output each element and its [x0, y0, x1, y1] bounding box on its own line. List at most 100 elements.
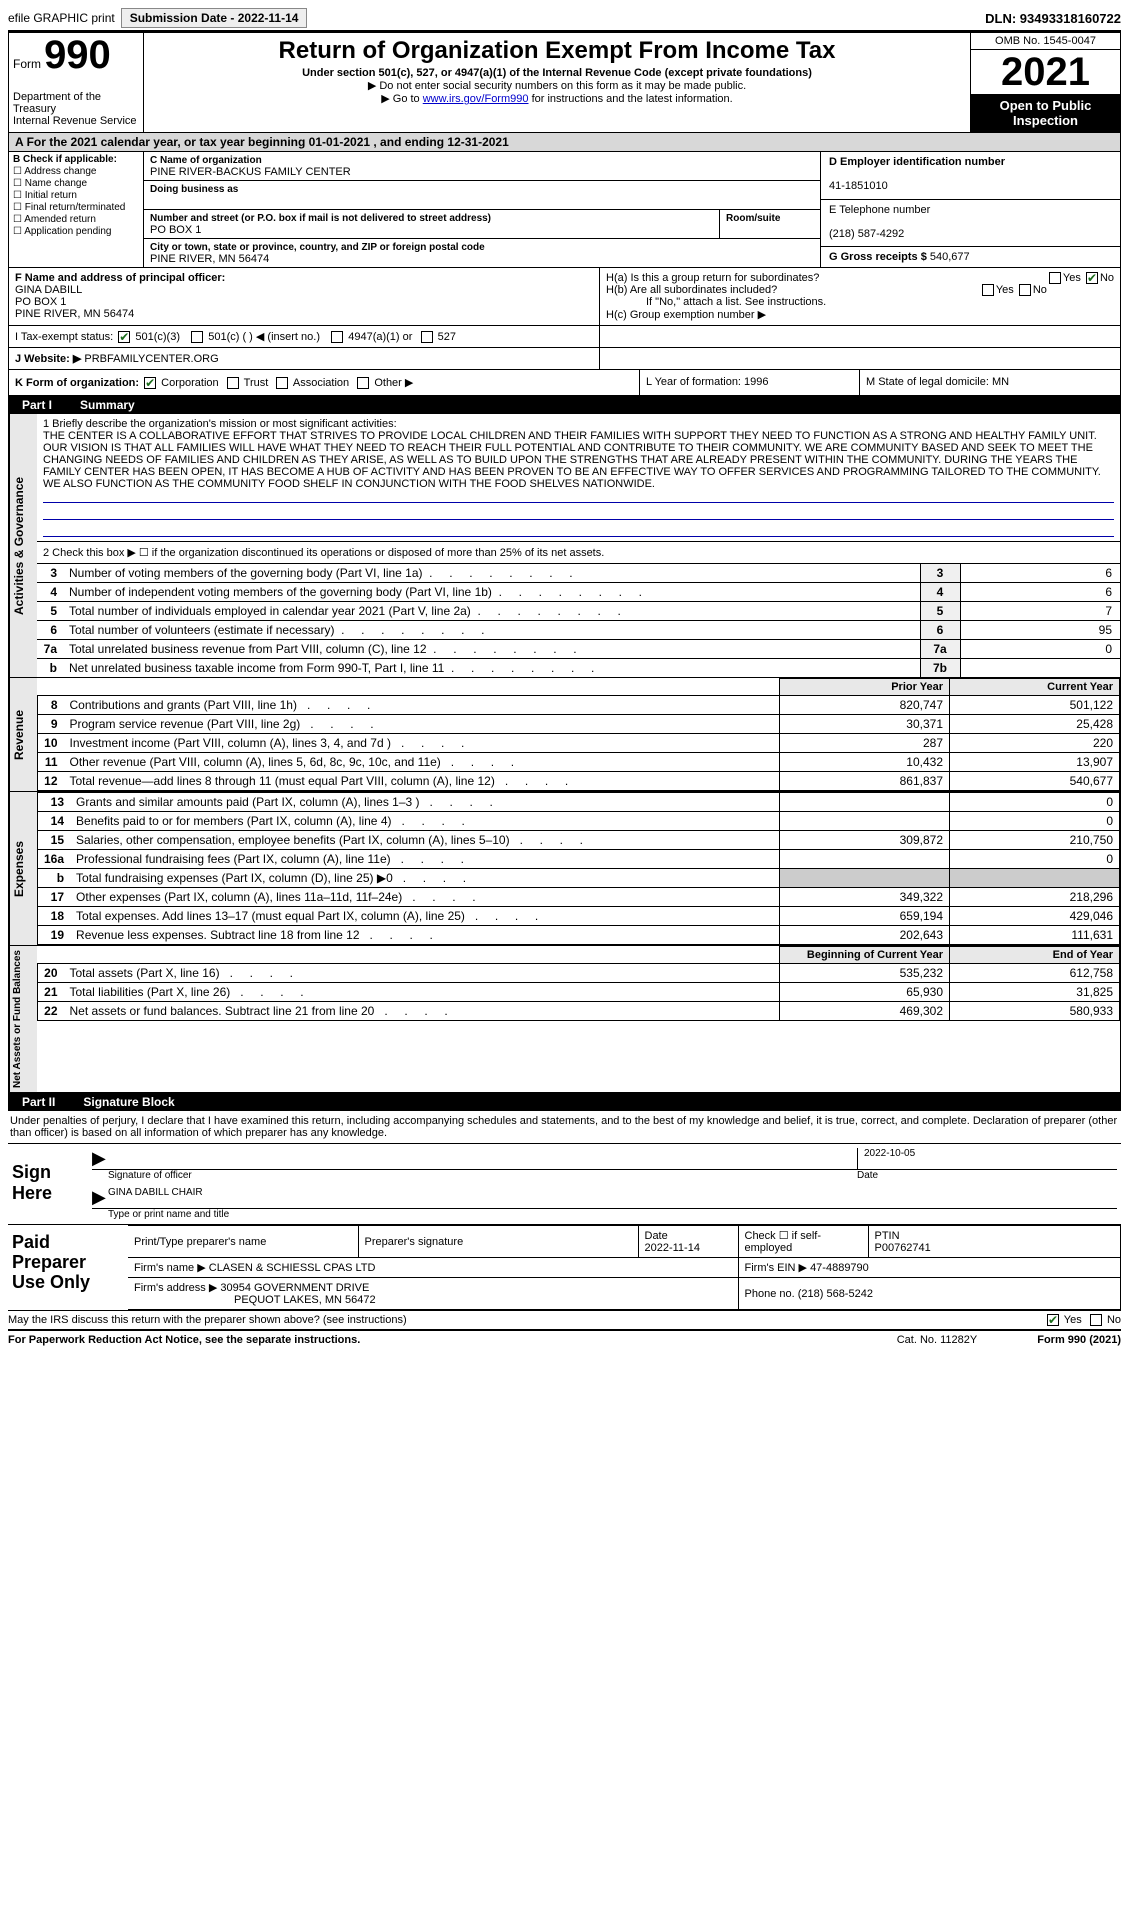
h-a-row: H(a) Is this a group return for subordin…: [606, 272, 1114, 284]
officer-city: PINE RIVER, MN 56474: [15, 308, 134, 320]
chk-trust[interactable]: [227, 377, 239, 389]
period-text: For the 2021 calendar year, or tax year …: [27, 135, 509, 149]
discuss-no-checkbox[interactable]: [1090, 1314, 1102, 1326]
chk-4947[interactable]: [331, 331, 343, 343]
table-row: bNet unrelated business taxable income f…: [37, 659, 1120, 678]
sign-here-body: ▶ 2022-10-05 Signature of officer Date ▶…: [88, 1144, 1121, 1224]
part1-header: Part I Summary: [8, 396, 1121, 414]
box-f: F Name and address of principal officer:…: [9, 268, 600, 325]
chk-name-change[interactable]: ☐ Name change: [13, 178, 139, 189]
room-cell: Room/suite: [720, 210, 820, 238]
prep-date-cell: Date2022-11-14: [638, 1226, 738, 1258]
chk-527[interactable]: [421, 331, 433, 343]
chk-address-change[interactable]: ☐ Address change: [13, 166, 139, 177]
sign-here-block: Sign Here ▶ 2022-10-05 Signature of offi…: [8, 1144, 1121, 1225]
box-h: H(a) Is this a group return for subordin…: [600, 268, 1120, 325]
form-word: Form: [13, 57, 41, 71]
gross-value: 540,677: [930, 251, 970, 263]
na-blank-header: [38, 947, 780, 964]
revenue-section: Revenue Prior Year Current Year 8Contrib…: [8, 678, 1121, 792]
table-row: 5Total number of individuals employed in…: [37, 602, 1120, 621]
part2-header: Part II Signature Block: [8, 1093, 1121, 1111]
h-a-label: H(a) Is this a group return for subordin…: [606, 272, 819, 284]
tel-value: (218) 587-4292: [829, 228, 904, 240]
table-row: 19Revenue less expenses. Subtract line 1…: [38, 926, 1120, 945]
chk-other[interactable]: [357, 377, 369, 389]
h-a-yes-checkbox[interactable]: [1049, 272, 1061, 284]
gross-label: G Gross receipts $: [829, 251, 927, 263]
governance-section: Activities & Governance 1 Briefly descri…: [8, 414, 1121, 678]
table-row: 11Other revenue (Part VIII, column (A), …: [38, 753, 1120, 772]
ein-cell: D Employer identification number 41-1851…: [821, 152, 1120, 200]
footer-right: Form 990 (2021): [1037, 1334, 1121, 1346]
signature-date: 2022-10-05: [857, 1148, 1117, 1169]
h-b-note: If "No," attach a list. See instructions…: [606, 296, 1114, 308]
expenses-section: Expenses 13Grants and similar amounts pa…: [8, 792, 1121, 946]
table-row: bTotal fundraising expenses (Part IX, co…: [38, 869, 1120, 888]
table-row: 18Total expenses. Add lines 13–17 (must …: [38, 907, 1120, 926]
officer-name: GINA DABILL: [15, 284, 82, 296]
table-row: 10Investment income (Part VIII, column (…: [38, 734, 1120, 753]
i-row: I Tax-exempt status: 501(c)(3) 501(c) ( …: [8, 326, 1121, 348]
table-row: 15Salaries, other compensation, employee…: [38, 831, 1120, 850]
chk-501c3[interactable]: [118, 331, 130, 343]
ein-value: 41-1851010: [829, 180, 888, 192]
city-label: City or town, state or province, country…: [150, 242, 485, 253]
part2-title: Signature Block: [83, 1095, 174, 1109]
prep-sig-cell: Preparer's signature: [358, 1226, 638, 1258]
sign-here-label: Sign Here: [8, 1144, 88, 1224]
box-h-repeat: [600, 326, 1120, 347]
tel-cell: E Telephone number (218) 587-4292: [821, 200, 1120, 248]
city-cell: City or town, state or province, country…: [144, 239, 820, 267]
box-d: D Employer identification number 41-1851…: [820, 152, 1120, 267]
chk-501c[interactable]: [191, 331, 203, 343]
vtab-expenses: Expenses: [9, 792, 37, 945]
signature-intro: Under penalties of perjury, I declare th…: [8, 1111, 1121, 1144]
form990-link[interactable]: www.irs.gov/Form990: [423, 93, 529, 105]
netassets-table: Beginning of Current Year End of Year 20…: [37, 946, 1120, 1021]
header-mid: Return of Organization Exempt From Incom…: [144, 33, 970, 132]
table-row: 7aTotal unrelated business revenue from …: [37, 640, 1120, 659]
arrow-icon: ▶: [92, 1148, 108, 1169]
chk-application-pending[interactable]: ☐ Application pending: [13, 226, 139, 237]
part2-label: Part II: [14, 1095, 63, 1109]
efile-label: efile GRAPHIC print: [8, 11, 115, 25]
form-line2: ▶ Go to www.irs.gov/Form990 for instruct…: [150, 92, 964, 105]
form-number: 990: [44, 33, 111, 77]
omb-label: OMB No. 1545-0047: [971, 33, 1120, 50]
firm-ein-cell: Firm's EIN ▶ 47-4889790: [738, 1258, 1121, 1278]
tel-label: E Telephone number: [829, 204, 930, 216]
open-public-label: Open to Public Inspection: [971, 94, 1120, 132]
vtab-netassets: Net Assets or Fund Balances: [9, 946, 37, 1092]
officer-street: PO BOX 1: [15, 296, 66, 308]
end-year-header: End of Year: [950, 947, 1120, 964]
street-cell: Number and street (or P.O. box if mail i…: [144, 210, 720, 238]
h-b-yes-checkbox[interactable]: [982, 284, 994, 296]
dba-cell: Doing business as: [144, 181, 820, 210]
box-b-title: B Check if applicable:: [13, 154, 139, 165]
box-k: K Form of organization: Corporation Trus…: [9, 370, 640, 395]
vtab-governance: Activities & Governance: [9, 414, 37, 677]
h-a-no-checkbox[interactable]: [1086, 272, 1098, 284]
org-name-cell: C Name of organization PINE RIVER-BACKUS…: [144, 152, 820, 181]
footer: For Paperwork Reduction Act Notice, see …: [8, 1331, 1121, 1346]
sig-officer-label: Signature of officer: [92, 1170, 857, 1181]
chk-final-return[interactable]: ☐ Final return/terminated: [13, 202, 139, 213]
street-row: Number and street (or P.O. box if mail i…: [144, 210, 820, 239]
box-i-label: I Tax-exempt status:: [15, 331, 113, 343]
chk-association[interactable]: [276, 377, 288, 389]
h-b-no-checkbox[interactable]: [1019, 284, 1031, 296]
form-title: Return of Organization Exempt From Incom…: [150, 37, 964, 65]
table-row: 21Total liabilities (Part X, line 26)65,…: [38, 983, 1120, 1002]
chk-initial-return[interactable]: ☐ Initial return: [13, 190, 139, 201]
discuss-yes-checkbox[interactable]: [1047, 1314, 1059, 1326]
org-name-label: C Name of organization: [150, 155, 262, 166]
footer-left: For Paperwork Reduction Act Notice, see …: [8, 1334, 360, 1346]
h-c-row: H(c) Group exemption number ▶: [606, 308, 1114, 321]
table-row: 14Benefits paid to or for members (Part …: [38, 812, 1120, 831]
box-j-label: J Website: ▶: [15, 353, 81, 365]
chk-amended-return[interactable]: ☐ Amended return: [13, 214, 139, 225]
box-l: L Year of formation: 1996: [640, 370, 860, 395]
submission-date-button[interactable]: Submission Date - 2022-11-14: [121, 8, 308, 28]
chk-corporation[interactable]: [144, 377, 156, 389]
